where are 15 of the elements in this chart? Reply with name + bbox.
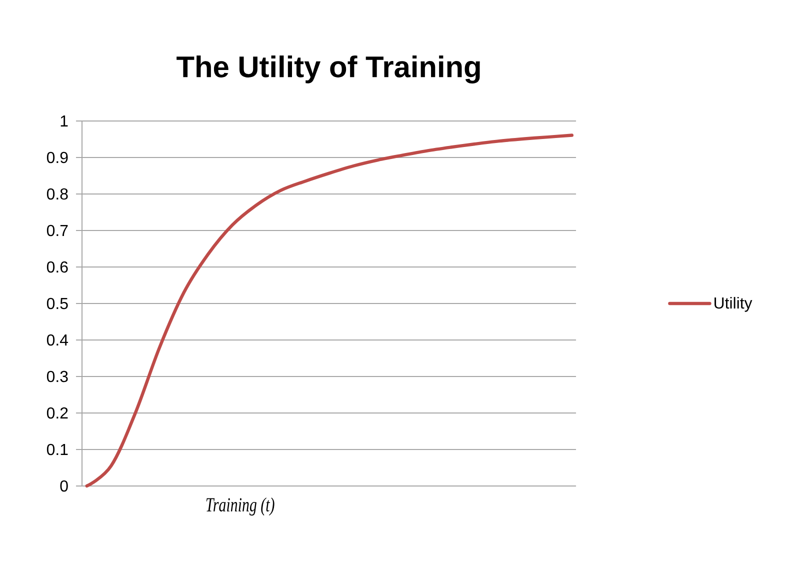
chart-title: The Utility of Training [176, 55, 480, 84]
y-tick-label: 0.2 [46, 407, 68, 419]
y-tick-label: 0.1 [46, 444, 68, 456]
x-axis-title: Training (t) [206, 498, 274, 516]
y-tick-label: 0.3 [46, 370, 68, 382]
legend-label: Utility [714, 296, 752, 312]
y-tick-label: 0.4 [46, 334, 68, 346]
y-tick-label: 0.5 [46, 298, 68, 310]
line-series [85, 134, 574, 488]
y-tick-label: 1 [60, 116, 68, 126]
y-tick-label: 0.7 [46, 224, 68, 236]
y-tick-label: 0 [60, 480, 68, 492]
y-tick-label: 0.8 [46, 188, 68, 200]
y-tick-label: 0.6 [46, 261, 68, 273]
y-tick-label: 0.9 [46, 152, 68, 164]
